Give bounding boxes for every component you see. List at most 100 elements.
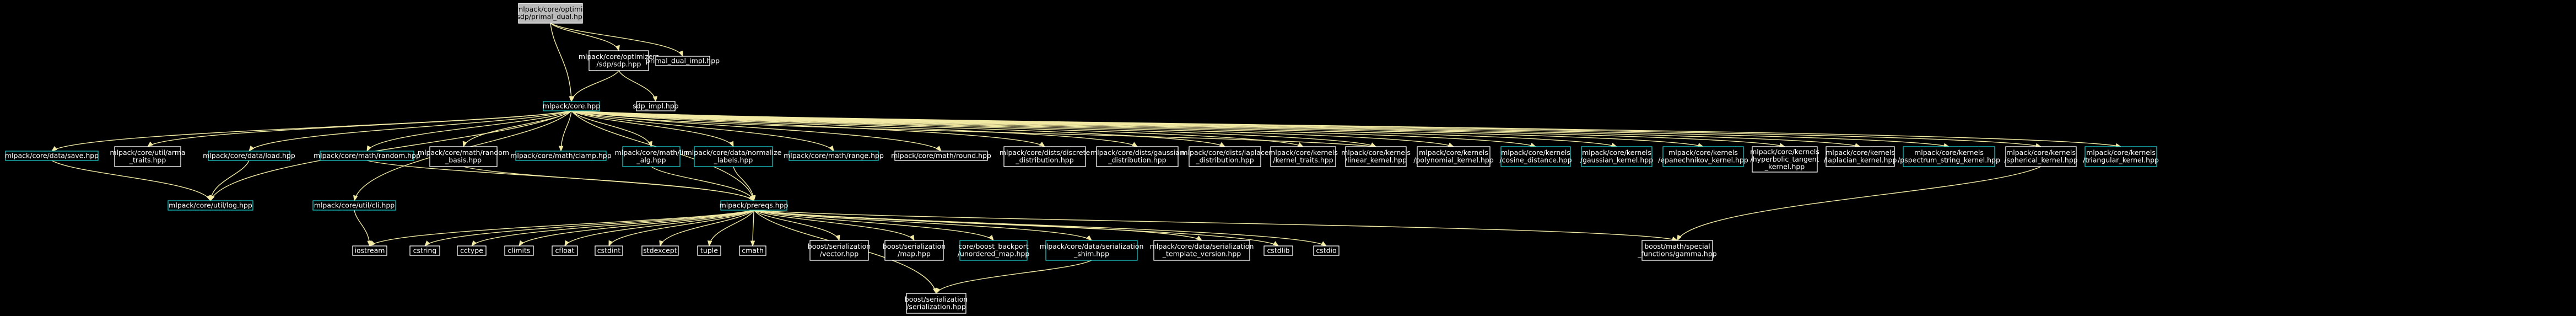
node-core[interactable]: mlpack/core.hpp <box>543 101 600 111</box>
edge-line <box>660 210 754 247</box>
arrowhead-icon <box>424 240 430 247</box>
node-label-line: mlpack/core/util/cli.hpp <box>314 201 395 209</box>
arrowhead-icon <box>559 146 564 152</box>
arrowhead-icon <box>608 240 613 247</box>
edge-line <box>366 110 572 152</box>
node-box <box>1826 146 1895 167</box>
node-label-line: _template_version.hpp <box>1162 250 1241 258</box>
node-cstring: cstring <box>409 245 440 256</box>
node-label-line: mlpack/core/kernels <box>1826 148 1895 157</box>
node-gaussian_kernel[interactable]: mlpack/core/kernels/gaussian_kernel.hpp <box>1580 146 1653 167</box>
node-box <box>1189 146 1261 167</box>
node-range[interactable]: mlpack/core/math/range.hpp <box>784 151 884 161</box>
node-label-line: mlpack/prereqs.hpp <box>720 201 789 209</box>
node-cfloat: cfloat <box>552 245 578 256</box>
edge-root-to-core <box>550 23 574 103</box>
node-cli[interactable]: mlpack/core/util/cli.hpp <box>312 200 396 211</box>
edge-line <box>463 166 754 201</box>
node-label-line: mlpack/core/math/round.hpp <box>891 151 991 159</box>
node-save[interactable]: mlpack/core/data/save.hpp <box>5 151 99 161</box>
edge-core-to-arma_traits <box>147 110 572 147</box>
arrowhead-icon <box>751 195 756 202</box>
node-random[interactable]: mlpack/core/math/random.hpp <box>314 151 420 161</box>
node-lin_alg[interactable]: mlpack/core/math/lin_alg.hpp <box>615 146 688 167</box>
node-box <box>1903 146 1995 167</box>
node-box <box>552 245 578 256</box>
node-box <box>114 146 181 167</box>
edge-line <box>733 166 754 201</box>
node-unordered[interactable]: core/boost_backport/unordered_map.hpp <box>958 240 1030 261</box>
graph-nodes: src/mlpack/core/optimizers/sdp/primal_du… <box>5 3 2159 314</box>
node-label-line: /map.hpp <box>898 250 931 258</box>
node-hyperbolic: mlpack/core/kernels/hyperbolic_tangent_k… <box>1750 146 1819 173</box>
arrowhead-icon <box>570 95 575 103</box>
node-box <box>504 245 534 256</box>
node-box <box>320 151 414 161</box>
node-box <box>1752 146 1818 173</box>
node-label-line: _kernel.hpp <box>1764 162 1805 170</box>
node-box <box>588 50 649 71</box>
node-box <box>1662 146 1744 167</box>
node-label-line: primal_dual_impl.hpp <box>646 56 720 65</box>
node-prereqs[interactable]: mlpack/prereqs.hpp <box>720 200 789 211</box>
arrowhead-icon <box>366 145 372 152</box>
node-sdp: mlpack/core/optimizers/sdp/sdp.hpp <box>579 50 659 71</box>
arrowhead-icon <box>909 234 915 242</box>
node-triangular[interactable]: mlpack/core/kernels/triangular_kernel.hp… <box>2083 146 2159 167</box>
node-box <box>595 245 623 256</box>
node-box <box>543 101 600 111</box>
node-iostream: iostream <box>352 245 387 256</box>
node-pdimpl: primal_dual_impl.hpp <box>646 56 720 66</box>
node-random_basis: mlpack/core/math/random_basis.hpp <box>418 146 509 167</box>
edge-line <box>51 160 211 201</box>
node-box <box>1313 245 1340 256</box>
node-serialization_shim[interactable]: mlpack/core/data/serialization_shim.hpp <box>1040 240 1144 261</box>
arrowhead-icon <box>678 50 683 57</box>
edge-line <box>936 260 1092 294</box>
node-box <box>1003 146 1086 167</box>
edge-line <box>51 110 572 152</box>
edge-line <box>571 110 652 147</box>
arrowhead-icon <box>564 240 570 247</box>
node-label-line: core/boost_backport <box>958 242 1029 250</box>
arrowhead-icon <box>1196 235 1203 241</box>
node-box <box>1096 146 1179 167</box>
edge-core-to-normalize <box>571 110 734 148</box>
node-arma_traits: mlpack/core/util/arma_traits.hpp <box>110 146 186 167</box>
node-load[interactable]: mlpack/core/data/load.hpp <box>203 151 295 161</box>
node-label-line: cstdio <box>1316 246 1336 254</box>
arrowhead-icon <box>208 195 214 202</box>
node-label-line: /pspectrum_string_kernel.hpp <box>1898 156 2000 164</box>
edge-line <box>571 110 834 152</box>
edge-line <box>424 210 754 247</box>
arrowhead-icon <box>1320 241 1327 247</box>
edge-spherical-to-gamma <box>1677 166 2042 242</box>
node-bserialization: boost/serialization/serialization.hpp <box>905 293 968 314</box>
node-gamma: boost/math/special_functions/gamma.hpp <box>1637 240 1717 261</box>
edge-line <box>753 210 994 241</box>
edge-line <box>550 23 572 102</box>
edge-root-to-sdp <box>550 23 620 52</box>
node-box <box>894 151 988 161</box>
node-polynomial_kernel: mlpack/core/kernels/polynomial_kernel.hp… <box>1413 146 1494 167</box>
node-label-line: _labels.hpp <box>714 156 753 164</box>
node-epanechnikov[interactable]: mlpack/core/kernels/epanechnikov_kernel.… <box>1658 146 1748 167</box>
edge-line <box>709 210 754 247</box>
node-log[interactable]: mlpack/core/util/log.hpp <box>168 200 253 211</box>
node-box <box>622 146 681 167</box>
node-normalize[interactable]: mlpack/core/data/normalize_labels.hpp <box>685 146 782 167</box>
node-cosine[interactable]: mlpack/core/kernels/cosine_distance.hpp <box>1499 146 1572 167</box>
node-label-line: cstring <box>413 246 437 254</box>
node-label-line: stdexcept <box>643 246 677 254</box>
node-clamp[interactable]: mlpack/core/math/clamp.hpp <box>510 151 612 161</box>
node-label-line: /linear_kernel.hpp <box>1345 156 1407 164</box>
arrowhead-icon <box>1086 235 1093 241</box>
node-pspectrum[interactable]: mlpack/core/kernels/pspectrum_string_ker… <box>1898 146 2000 167</box>
edge-line <box>147 110 572 147</box>
edge-line <box>564 210 754 247</box>
edge-line <box>753 210 915 241</box>
node-box <box>1153 240 1250 261</box>
node-discrete: mlpack/core/dists/discrete_distribution.… <box>1000 146 1090 167</box>
edge-line <box>651 166 754 201</box>
node-label-line: mlpack/core/kernels <box>1341 148 1411 157</box>
